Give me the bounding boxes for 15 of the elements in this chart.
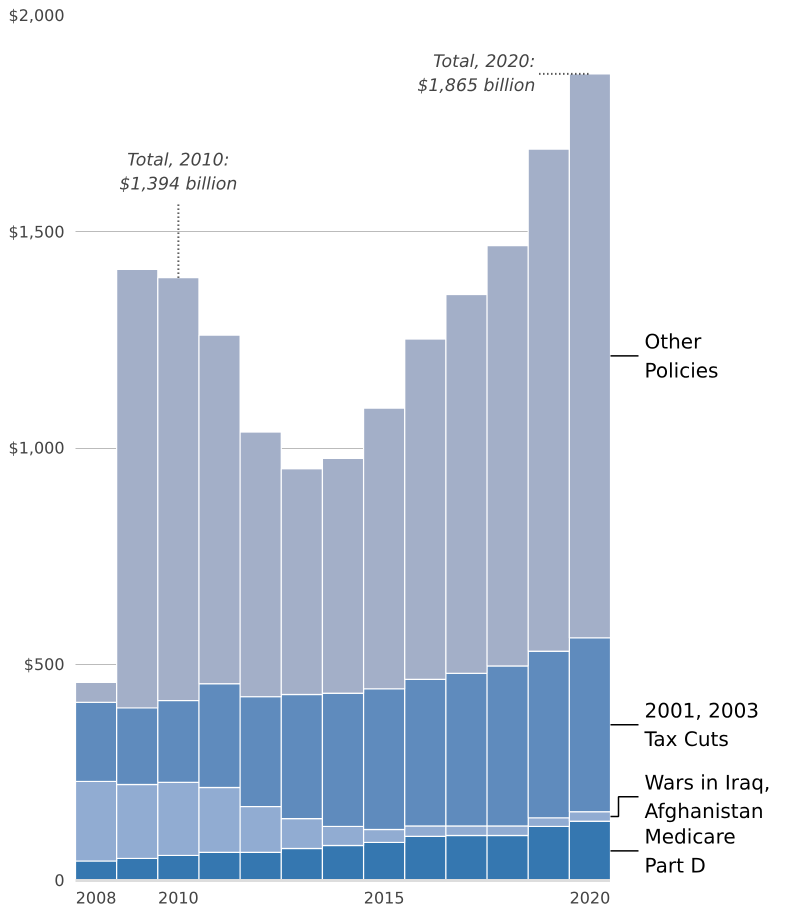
x-tick-label: 2020 (570, 888, 610, 908)
y-tick-label: $1,500 (8, 222, 64, 242)
annotation: Total, 2020: $1,865 billion (417, 52, 536, 96)
y-tick-label: $500 (24, 654, 64, 674)
x-tick-label: 2008 (76, 888, 116, 908)
x-tick-label: 2010 (158, 888, 199, 908)
series-label: 2001, 2003 Tax Cuts (644, 698, 760, 752)
y-tick-label: $2,000 (8, 6, 64, 25)
y-tick-label: $1,000 (8, 438, 64, 458)
x-tick-label: 2015 (364, 888, 405, 908)
series-label: Medicare Part D (644, 824, 736, 878)
annotation: Total, 2010: $1,394 billion (119, 150, 238, 195)
series-label: Other Policies (644, 329, 718, 382)
series-label: Wars in Iraq, Afghanistan (644, 770, 770, 824)
y-tick-label: 0 (54, 871, 65, 890)
